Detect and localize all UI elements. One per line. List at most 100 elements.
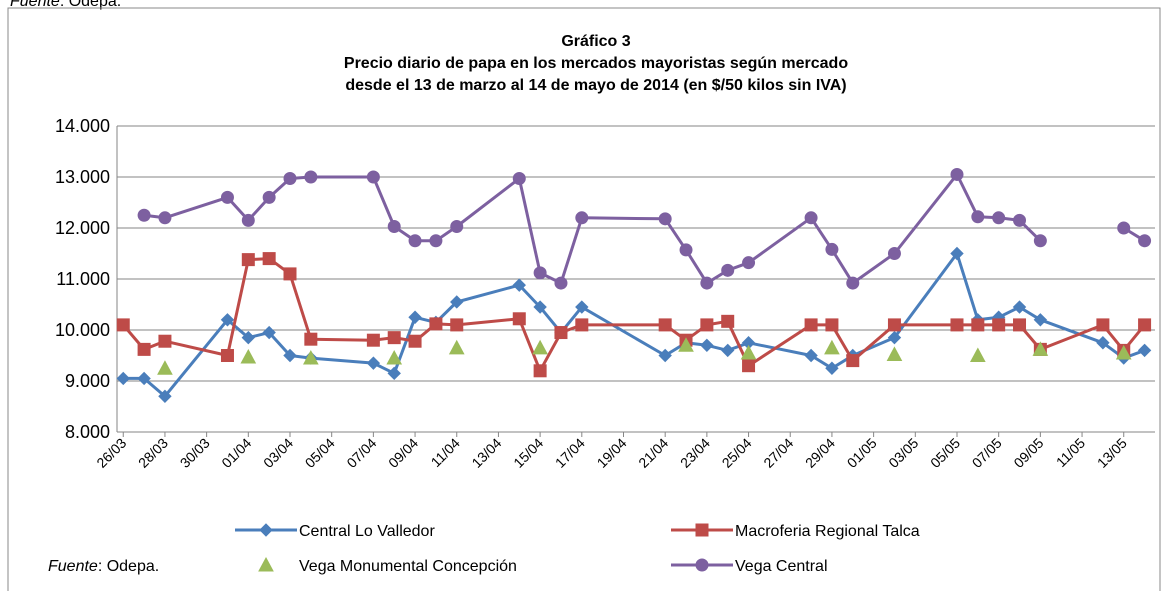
marker-circle	[429, 234, 443, 248]
marker-diamond	[137, 371, 151, 386]
source-label: Fuente	[10, 0, 60, 10]
marker-diamond	[158, 389, 172, 404]
y-tick-label: 12.000	[55, 218, 110, 238]
x-tick-label: 29/04	[802, 435, 838, 471]
legend-item: Central Lo Valledor	[235, 523, 435, 540]
y-tick-label: 11.000	[56, 269, 110, 289]
marker-circle	[512, 172, 526, 186]
marker-square	[512, 312, 526, 326]
marker-circle	[137, 208, 151, 222]
marker-triangle	[1115, 344, 1132, 360]
x-tick-label: 09/05	[1010, 435, 1046, 471]
x-tick-label: 07/05	[969, 435, 1005, 471]
marker-circle	[1138, 234, 1152, 248]
x-tick-label: 15/04	[510, 435, 546, 471]
marker-square	[304, 332, 318, 346]
marker-square	[700, 318, 714, 332]
x-tick-label: 03/05	[885, 435, 921, 471]
marker-circle	[241, 213, 255, 227]
source-text: : Odepa.	[98, 558, 159, 575]
legend-label: Vega Monumental Concepción	[299, 558, 517, 575]
source-bottom: Fuente: Odepa.	[48, 558, 159, 575]
marker-square	[554, 326, 568, 340]
marker-square	[283, 267, 297, 281]
marker-square	[241, 253, 255, 267]
marker-square	[804, 318, 818, 332]
marker-diamond	[387, 366, 401, 381]
marker-circle	[220, 190, 234, 204]
x-tick-label: 17/04	[552, 435, 588, 471]
x-tick-label: 09/04	[385, 435, 421, 471]
marker-diamond	[1137, 343, 1152, 358]
marker-circle	[554, 276, 568, 290]
marker-diamond	[658, 348, 672, 363]
marker-circle	[700, 276, 714, 290]
legend-item: Macroferia Regional Talca	[671, 523, 920, 540]
series-line	[123, 252, 1146, 398]
marker-square	[846, 354, 860, 368]
x-tick-label: 03/04	[260, 435, 296, 471]
legend-item: Vega Central	[671, 558, 828, 575]
title-line: Precio diario de papa en los mercados ma…	[344, 55, 848, 72]
marker-square	[825, 318, 839, 332]
title-line: Gráfico 3	[561, 33, 630, 50]
x-tick-label: 19/04	[594, 435, 630, 471]
marker-diamond	[1096, 336, 1110, 350]
source-label: Fuente	[48, 558, 98, 575]
marker-square	[262, 252, 276, 266]
x-tick-label: 11/04	[428, 435, 464, 471]
marker-triangle	[532, 339, 548, 355]
marker-diamond	[116, 371, 130, 386]
marker-triangle	[303, 349, 319, 365]
marker-diamond	[283, 348, 297, 363]
marker-diamond	[512, 278, 526, 292]
marker-circle	[533, 266, 547, 280]
marker-square	[575, 318, 589, 332]
legend-item: Vega Monumental Concepción	[258, 556, 517, 575]
x-tick-label: 05/04	[302, 435, 338, 471]
marker-triangle	[240, 348, 257, 364]
y-tick-label: 10.000	[55, 320, 110, 340]
marker-diamond	[804, 348, 818, 363]
marker-circle	[950, 167, 964, 181]
y-tick-label: 14.000	[55, 116, 110, 136]
legend-label: Vega Central	[735, 558, 828, 575]
marker-triangle	[740, 344, 757, 360]
marker-diamond	[1033, 313, 1048, 327]
marker-square	[992, 318, 1006, 332]
marker-triangle	[157, 360, 173, 375]
marker-diamond	[1012, 300, 1027, 314]
marker-triangle	[258, 556, 274, 572]
marker-triangle	[1032, 341, 1049, 356]
marker-diamond	[721, 343, 735, 358]
marker-square	[1138, 318, 1152, 332]
x-tick-label: 21/04	[635, 435, 671, 471]
x-tick-label: 28/03	[135, 435, 171, 471]
marker-square	[450, 318, 464, 332]
legend-label: Macroferia Regional Talca	[735, 523, 920, 540]
marker-circle	[846, 276, 860, 290]
marker-diamond	[262, 325, 276, 340]
series-line	[143, 172, 1146, 285]
marker-square	[116, 318, 130, 332]
marker-square	[971, 318, 985, 332]
marker-triangle	[824, 339, 840, 355]
marker-diamond	[950, 246, 964, 261]
marker-square	[721, 314, 735, 328]
marker-circle	[887, 247, 901, 260]
x-tick-label: 25/04	[719, 435, 755, 471]
marker-diamond	[220, 313, 235, 327]
marker-circle	[304, 170, 318, 184]
x-tick-label: 01/05	[844, 435, 880, 471]
marker-circle	[971, 210, 985, 224]
marker-square	[137, 342, 151, 356]
marker-diamond	[241, 330, 256, 345]
x-tick-label: 13/05	[1094, 435, 1130, 471]
marker-circle	[158, 211, 172, 225]
marker-circle	[408, 234, 422, 248]
x-tick-label: 27/04	[760, 435, 796, 471]
marker-square	[658, 318, 672, 332]
x-tick-label: 01/04	[218, 435, 254, 471]
marker-square	[533, 364, 547, 378]
x-tick-label: 30/03	[177, 435, 213, 471]
